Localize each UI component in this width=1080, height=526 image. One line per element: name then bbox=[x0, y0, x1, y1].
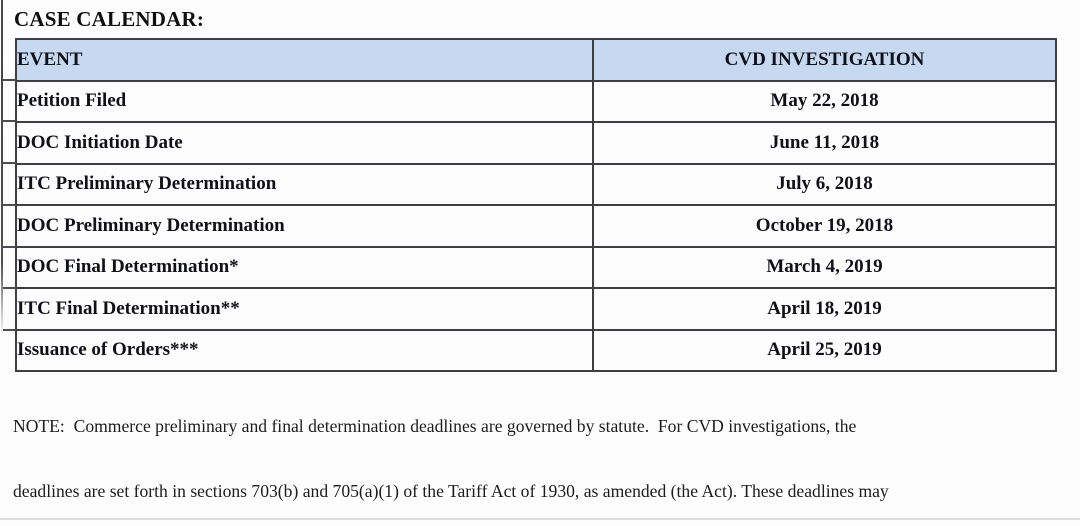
case-calendar-table: EVENT CVD INVESTIGATION Petition Filed M… bbox=[15, 38, 1057, 372]
event-date: June 11, 2018 bbox=[592, 121, 1057, 165]
event-label: DOC Preliminary Determination bbox=[15, 204, 594, 248]
table-row: Issuance of Orders*** April 25, 2019 bbox=[15, 328, 1057, 372]
event-label: DOC Final Determination* bbox=[15, 245, 594, 289]
event-date: April 25, 2019 bbox=[592, 328, 1057, 372]
scan-artifact-bottom-line bbox=[0, 518, 1080, 520]
table-row: ITC Preliminary Determination July 6, 20… bbox=[15, 162, 1057, 206]
event-label: Petition Filed bbox=[15, 79, 594, 123]
scan-artifact-row-line bbox=[3, 162, 16, 164]
table-row: DOC Initiation Date June 11, 2018 bbox=[15, 121, 1057, 165]
scan-artifact-row-line bbox=[3, 120, 16, 122]
table-row: DOC Preliminary Determination October 19… bbox=[15, 204, 1057, 248]
table-row: Petition Filed May 22, 2018 bbox=[15, 79, 1057, 123]
notes-section: NOTE: Commerce preliminary and final det… bbox=[13, 372, 1073, 526]
event-date: March 4, 2019 bbox=[592, 245, 1057, 289]
event-date: October 19, 2018 bbox=[592, 204, 1057, 248]
event-label: ITC Preliminary Determination bbox=[15, 162, 594, 206]
event-label: Issuance of Orders*** bbox=[15, 328, 594, 372]
table-row: ITC Final Determination** April 18, 2019 bbox=[15, 287, 1057, 331]
table-header-row: EVENT CVD INVESTIGATION bbox=[15, 38, 1057, 82]
event-label: ITC Final Determination** bbox=[15, 287, 594, 331]
table-row: DOC Final Determination* March 4, 2019 bbox=[15, 245, 1057, 289]
event-date: May 22, 2018 bbox=[592, 79, 1057, 123]
scan-artifact-row-line bbox=[3, 204, 16, 206]
note-text-line-1: NOTE: Commerce preliminary and final det… bbox=[13, 415, 857, 436]
scan-artifact-row-line bbox=[3, 329, 16, 331]
event-date: July 6, 2018 bbox=[592, 162, 1057, 206]
column-header-cvd-investigation: CVD INVESTIGATION bbox=[592, 38, 1057, 82]
event-date: April 18, 2019 bbox=[592, 287, 1057, 331]
note-text-line-2: deadlines are set forth in sections 703(… bbox=[13, 480, 889, 501]
event-label: DOC Initiation Date bbox=[15, 121, 594, 165]
column-header-event: EVENT bbox=[15, 38, 594, 82]
scan-artifact-left-line bbox=[1, 0, 3, 336]
scan-artifact-row-line bbox=[3, 79, 16, 81]
page-title: CASE CALENDAR: bbox=[14, 7, 205, 31]
scan-artifact-row-line bbox=[3, 287, 16, 289]
scan-artifact-row-line bbox=[3, 246, 16, 248]
